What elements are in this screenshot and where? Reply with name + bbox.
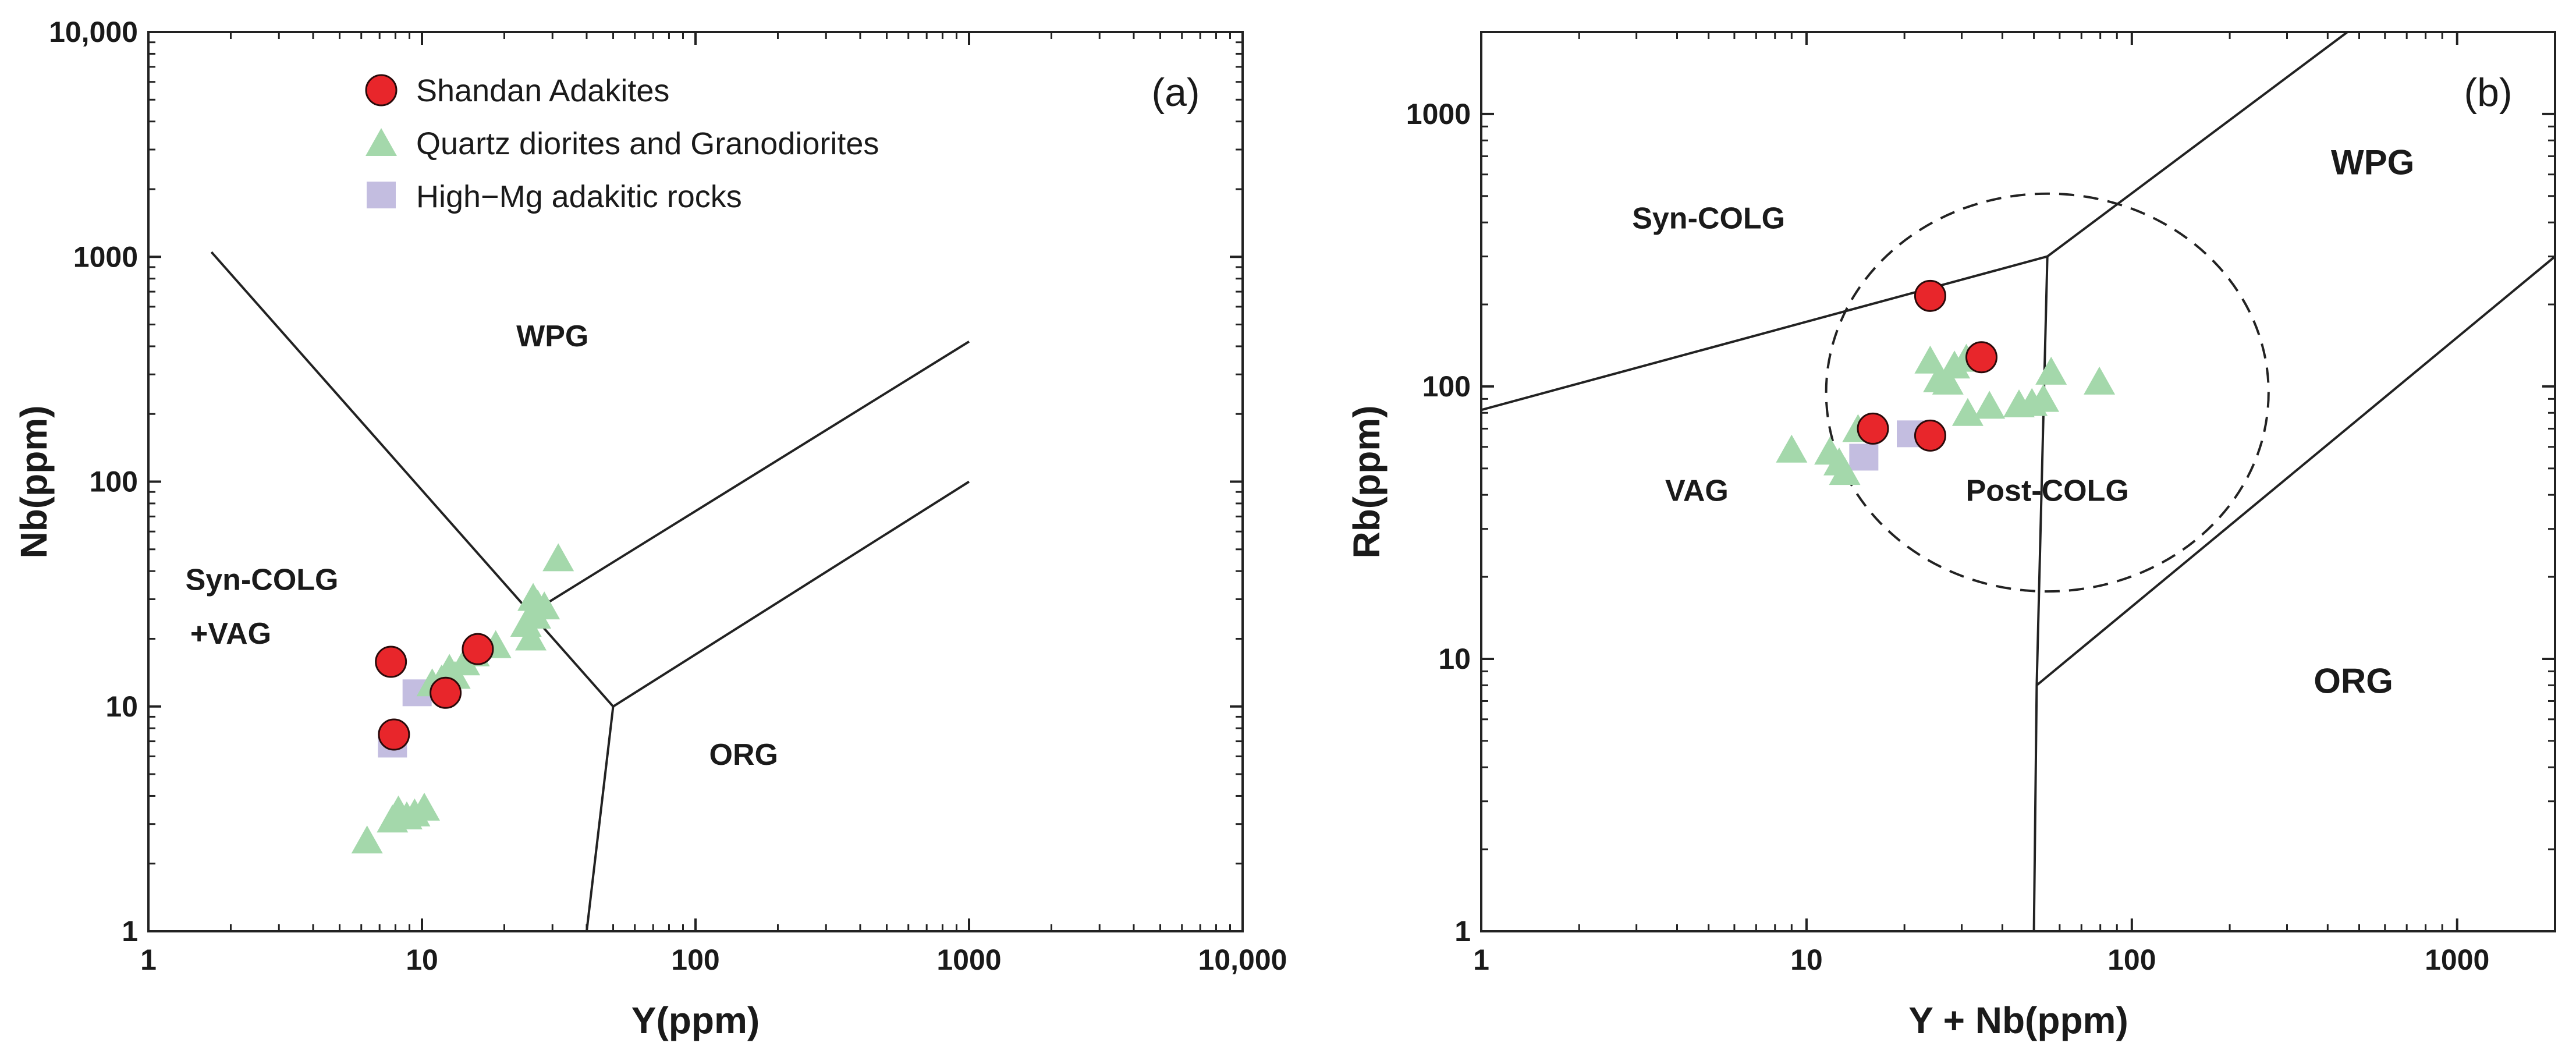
legend-label-high-mg: High−Mg adakitic rocks [416,179,742,214]
field-boundary-line [586,706,615,931]
y-tick-label: 1000 [73,240,138,273]
adakite-point [378,718,410,751]
x-tick-label: 10,000 [1198,944,1287,976]
x-tick-label: 1 [140,944,157,976]
legend-label-adakites: Shandan Adakites [416,73,669,108]
quartz-diorite-point [2035,356,2067,385]
x-axis-label-a: Y(ppm) [631,999,760,1041]
legend-label-quartz-diorites: Quartz diorites and Granodiorites [416,126,879,161]
x-tick-label: 1000 [2425,944,2489,976]
field-label: Syn-COLG [186,563,339,597]
y-tick-label: 10,000 [49,16,138,48]
adakite-point [1914,419,1946,452]
field-label: WPG [516,320,588,353]
x-axis-label-b: Y + Nb(ppm) [1908,999,2128,1041]
axis-ticks-a [147,31,1244,932]
quartz-diorite-point [542,543,574,572]
data-points-b [1776,279,2116,485]
x-tick-label: 100 [671,944,719,976]
x-tick-label: 1000 [936,944,1001,976]
y-tick-label: 10 [1438,643,1471,675]
x-tick-label: 10 [406,944,438,976]
x-tick-label: 10 [1790,944,1823,976]
field-label: VAG [1665,474,1729,508]
field-labels-b: Syn-COLG WPG VAG Post-COLG ORG [1632,143,2414,701]
adakite-point [430,676,462,709]
legend-marker-high-mg [367,182,396,208]
legend: Shandan Adakites Quartz diorites and Gra… [365,73,879,214]
quartz-diorite-point [1932,366,1964,395]
data-points-a [351,543,574,854]
field-label: ORG [709,738,778,772]
post-colg-ellipse [1825,192,2270,593]
field-label: +VAG [190,617,271,651]
y-tick-label: 100 [1422,370,1471,403]
quartz-diorite-point [515,622,547,651]
x-tick-labels-b: 1 10 100 1000 [1473,944,2489,976]
field-label: WPG [2331,143,2414,182]
axis-ticks-b [1480,31,2556,932]
high-mg-point [1849,444,1879,471]
field-label: Syn-COLG [1632,202,1785,236]
field-label: ORG [2314,661,2393,700]
adakite-point [462,633,494,665]
quartz-diorite-point [2084,366,2116,395]
adakite-point [1914,279,1946,312]
field-label: Post-COLG [1966,474,2129,508]
y-axis-label-a: Nb(ppm) [13,405,55,558]
quartz-diorite-point [1974,391,2006,419]
y-tick-labels-b: 1 10 100 1000 [1406,98,1471,948]
panel-label-b: (b) [2464,70,2512,115]
quartz-diorite-point [1776,434,1808,463]
field-boundary-line [210,251,614,708]
legend-marker-adakites [365,74,398,107]
field-boundary-line [2036,256,2555,686]
quartz-diorite-point [351,825,383,854]
plot-frame-a [147,31,1244,932]
field-boundary-line [530,340,970,615]
field-boundary-line [2046,32,2348,258]
y-tick-label: 1 [1454,915,1471,948]
field-boundary-line [612,480,970,708]
legend-marker-quartz-diorites [366,128,397,156]
x-tick-label: 100 [2107,944,2156,976]
quartz-diorite-point [1829,457,1861,485]
plot-frame-b [1480,31,2556,932]
field-boundary-line [2032,256,2049,931]
field-boundary-line [1481,255,2048,412]
quartz-diorite-point [2028,384,2059,412]
panel-label-a: (a) [1151,70,1200,115]
adakite-point [375,645,407,678]
field-boundaries-a [210,251,970,931]
adakite-point [1857,412,1889,445]
y-tick-label: 1000 [1406,98,1471,130]
x-tick-labels-a: 1 10 100 1000 10,000 [140,944,1287,976]
y-tick-labels-a: 1 10 100 1000 10,000 [49,16,138,948]
y-axis-label-b: Rb(ppm) [1346,405,1388,558]
adakite-point [1965,341,1998,374]
field-boundaries-b [1481,32,2555,931]
quartz-diorite-point [409,792,440,821]
quartz-diorite-point [528,591,560,620]
y-tick-label: 100 [90,466,138,498]
field-labels-a: WPG Syn-COLG +VAG ORG [186,320,778,772]
y-tick-label: 10 [105,690,138,723]
y-tick-label: 1 [122,915,138,948]
quartz-diorite-point [1951,398,1984,426]
x-tick-label: 1 [1473,944,1489,976]
